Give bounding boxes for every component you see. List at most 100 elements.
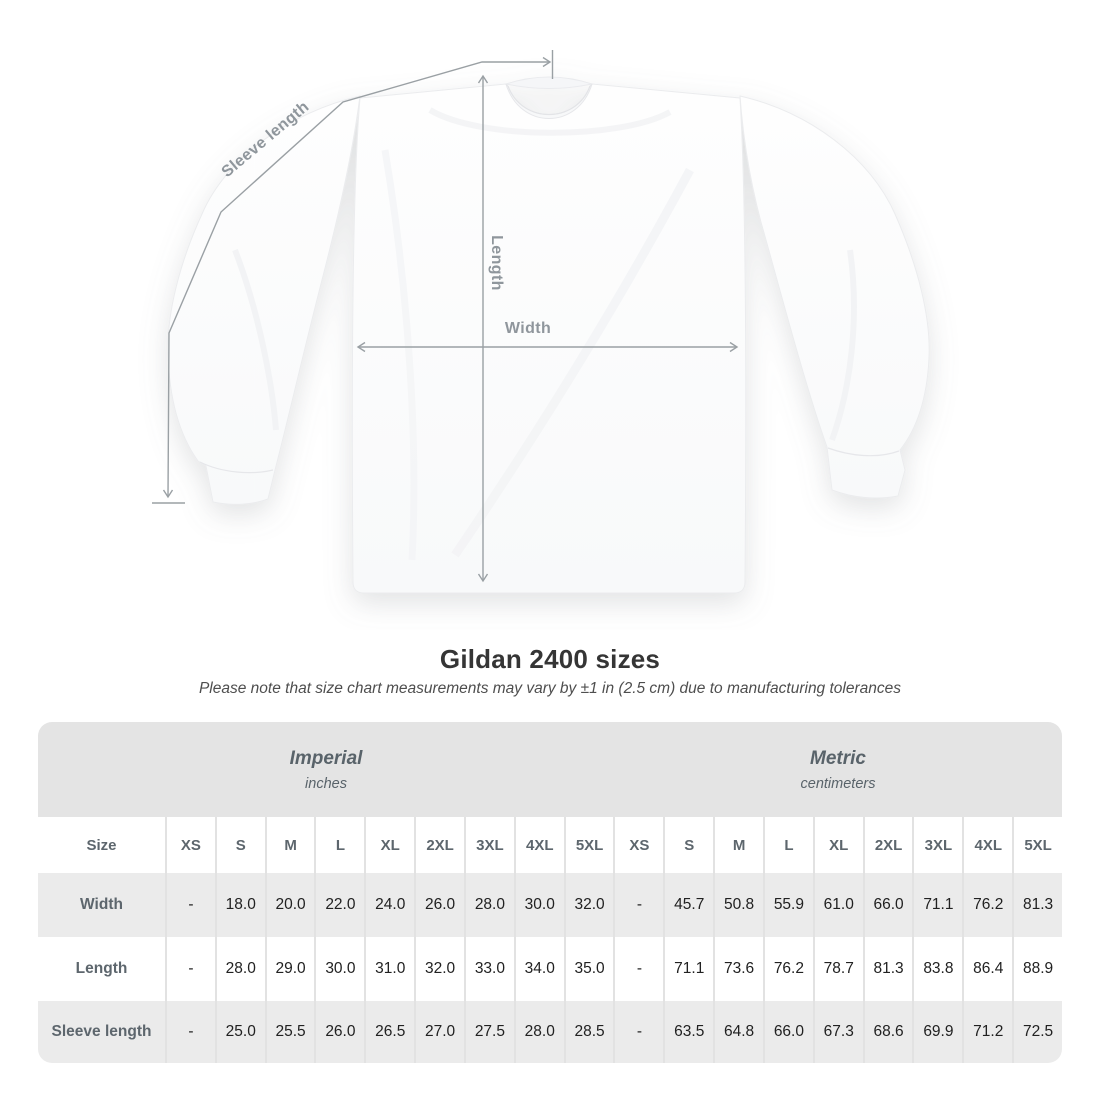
length-arrow: [477, 74, 489, 583]
value-cell: 30.0: [314, 937, 364, 1001]
size-header: L: [314, 817, 364, 873]
value-cell: 25.5: [264, 1001, 315, 1063]
collar-seam: [507, 85, 591, 116]
left-cuff-seam: [199, 461, 274, 474]
fabric-wrinkles: [232, 107, 857, 561]
size-header: M: [713, 817, 763, 873]
value-cell: 27.0: [414, 1001, 464, 1063]
table-row-sleeve-length: Sleeve length - 25.0 25.5 26.0 26.5 27.0…: [38, 1001, 1062, 1063]
tolerance-note: Please note that size chart measurements…: [198, 680, 902, 697]
size-header: M: [264, 817, 315, 873]
value-cell: 71.1: [663, 937, 713, 1001]
size-header: L: [762, 817, 813, 873]
value-cell: 28.0: [513, 1001, 564, 1063]
value-cell: -: [165, 873, 215, 937]
value-cell: 33.0: [463, 937, 514, 1001]
size-header: 4XL: [962, 817, 1012, 873]
right-cuff-seam: [827, 447, 900, 457]
value-cell: 25.0: [214, 1001, 265, 1063]
unit-group-header: Imperial inches Metric centimeters: [38, 722, 1062, 817]
metric-group-header: Metric centimeters: [614, 722, 1062, 817]
width-label: Width: [504, 320, 552, 337]
value-cell: 32.0: [563, 873, 614, 937]
value-cell: 67.3: [812, 1001, 863, 1063]
value-cell: 66.0: [862, 873, 913, 937]
imperial-group-header: Imperial inches: [38, 722, 614, 817]
value-cell: -: [165, 1001, 215, 1063]
value-cell: 81.3: [1012, 873, 1062, 937]
value-cell: 28.5: [563, 1001, 614, 1063]
size-header: XL: [364, 817, 414, 873]
value-cell: 66.0: [762, 1001, 813, 1063]
size-header: 2XL: [414, 817, 464, 873]
value-cell: 61.0: [812, 873, 863, 937]
value-cell: -: [613, 1001, 663, 1063]
size-header: XS: [165, 817, 215, 873]
value-cell: -: [613, 873, 663, 937]
metric-unit: centimeters: [800, 775, 876, 792]
sleeve-length-arrow: [152, 50, 554, 504]
value-cell: 35.0: [563, 937, 614, 1001]
value-cell: 29.0: [264, 937, 315, 1001]
value-cell: -: [165, 937, 215, 1001]
size-header: 3XL: [463, 817, 514, 873]
row-label: Width: [80, 896, 123, 913]
value-cell: 73.6: [713, 937, 763, 1001]
value-cell: 20.0: [264, 873, 315, 937]
shirt-shape: [167, 76, 930, 594]
value-cell: 22.0: [314, 873, 364, 937]
value-cell: 63.5: [663, 1001, 713, 1063]
row-label: Sleeve length: [51, 1023, 152, 1040]
value-cell: 30.0: [513, 873, 564, 937]
value-cell: 71.1: [912, 873, 962, 937]
value-cell: 76.2: [762, 937, 813, 1001]
value-cell: 45.7: [663, 873, 713, 937]
value-cell: 69.9: [912, 1001, 962, 1063]
size-col-header: Size: [86, 836, 117, 854]
value-cell: 34.0: [513, 937, 564, 1001]
table-row-length: Length - 28.0 29.0 30.0 31.0 32.0 33.0 3…: [38, 937, 1062, 1001]
shirt-illustration: [152, 50, 930, 594]
value-cell: 26.0: [414, 873, 464, 937]
value-cell: 76.2: [962, 873, 1012, 937]
value-cell: 71.2: [962, 1001, 1012, 1063]
value-cell: 64.8: [713, 1001, 763, 1063]
value-cell: 27.5: [463, 1001, 514, 1063]
size-header: 2XL: [862, 817, 913, 873]
size-header: S: [214, 817, 265, 873]
size-header: XS: [613, 817, 663, 873]
shirt-right-sleeve: [739, 95, 930, 499]
size-header: S: [663, 817, 713, 873]
value-cell: 28.0: [463, 873, 514, 937]
value-cell: 32.0: [414, 937, 464, 1001]
value-cell: 83.8: [912, 937, 962, 1001]
value-cell: 18.0: [214, 873, 265, 937]
shirt-left-sleeve: [167, 95, 361, 505]
value-cell: 68.6: [862, 1001, 913, 1063]
width-arrow: [356, 341, 739, 353]
size-table: Imperial inches Metric centimeters Size …: [38, 722, 1062, 1063]
row-label: Length: [75, 960, 128, 977]
value-cell: 72.5: [1012, 1001, 1062, 1063]
value-cell: 26.0: [314, 1001, 364, 1063]
measurement-annotations: [152, 50, 739, 583]
size-header-row: Size XS S M L XL 2XL 3XL 4XL 5XL XS S M …: [38, 817, 1062, 873]
size-header: 4XL: [513, 817, 564, 873]
value-cell: 24.0: [364, 873, 414, 937]
imperial-unit: inches: [305, 775, 347, 792]
size-header: XL: [812, 817, 863, 873]
size-header: 5XL: [563, 817, 614, 873]
value-cell: 50.8: [713, 873, 763, 937]
value-cell: -: [613, 937, 663, 1001]
value-cell: 88.9: [1012, 937, 1062, 1001]
value-cell: 78.7: [812, 937, 863, 1001]
size-header: 5XL: [1012, 817, 1062, 873]
size-header: 3XL: [912, 817, 962, 873]
page-title: Gildan 2400 sizes: [439, 644, 661, 674]
value-cell: 81.3: [862, 937, 913, 1001]
value-cell: 86.4: [962, 937, 1012, 1001]
table-row-width: Width - 18.0 20.0 22.0 24.0 26.0 28.0 30…: [38, 873, 1062, 937]
length-label: Length: [488, 235, 505, 291]
imperial-label: Imperial: [289, 747, 363, 769]
